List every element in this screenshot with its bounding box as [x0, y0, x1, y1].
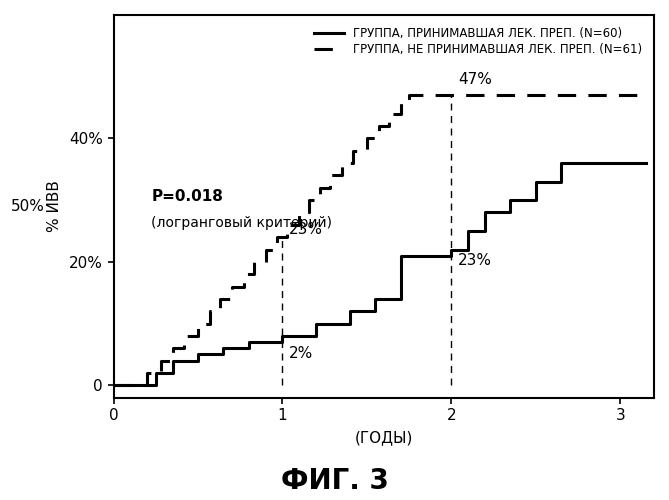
X-axis label: (ГОДЫ): (ГОДЫ)	[355, 430, 413, 445]
Text: P=0.018: P=0.018	[151, 189, 223, 204]
Legend: ГРУППА, ПРИНИМАВШАЯ ЛЕК. ПРЕП. (N=60), ГРУППА, НЕ ПРИНИМАВШАЯ ЛЕК. ПРЕП. (N=61): ГРУППА, ПРИНИМАВШАЯ ЛЕК. ПРЕП. (N=60), Г…	[308, 21, 648, 62]
Text: 23%: 23%	[289, 222, 323, 237]
Text: 50%: 50%	[11, 199, 45, 214]
Text: ФИГ. 3: ФИГ. 3	[280, 467, 389, 495]
Text: 47%: 47%	[458, 72, 492, 87]
Text: 23%: 23%	[458, 253, 492, 268]
Y-axis label: % ИВВ: % ИВВ	[47, 180, 62, 233]
Text: 2%: 2%	[289, 346, 313, 360]
Text: (логранговый критерий): (логранговый критерий)	[151, 216, 332, 230]
